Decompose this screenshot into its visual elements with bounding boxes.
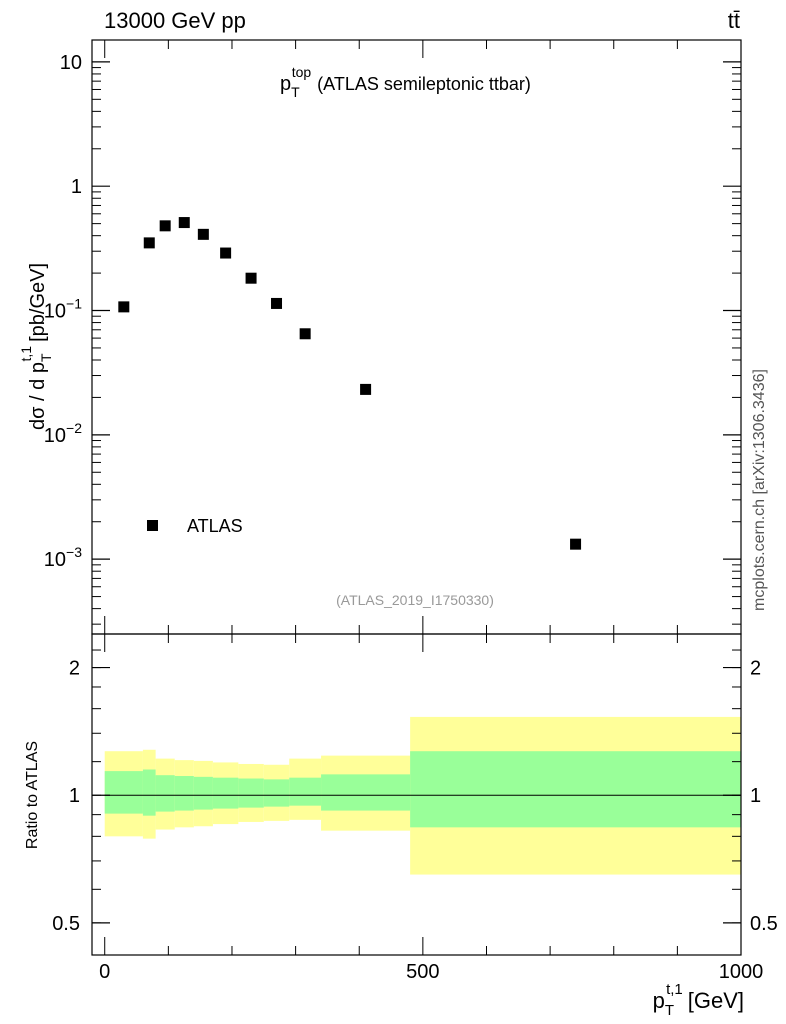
plot-title-main: p — [280, 73, 291, 95]
uncertainty-band-inner — [238, 778, 264, 808]
plot-title-sup: top — [292, 64, 312, 80]
y-tick-label: 10 — [60, 52, 82, 74]
data-point — [143, 237, 155, 249]
uncertainty-band-inner — [142, 769, 156, 816]
y-axis-label-sub: T — [38, 353, 54, 362]
legend-label: ATLAS — [187, 516, 243, 536]
data-point — [197, 228, 209, 240]
ratio-tick-label-left: 0.5 — [52, 913, 80, 935]
uncertainty-band-inner — [104, 771, 143, 814]
analysis-id-label: (ATLAS_2019_I1750330) — [336, 592, 494, 608]
ratio-tick-label-left: 2 — [69, 658, 80, 680]
ratio-panel: 0.5 0.5 1 1 2 2 0 500 1000 Ratio to ATLAS — [24, 633, 778, 983]
ratio-y-axis-label: Ratio to ATLAS — [24, 741, 41, 849]
data-point — [159, 220, 171, 232]
data-point — [178, 217, 190, 229]
data-point — [118, 301, 130, 313]
y-axis-label: dσ / d pTt,1 [pb/GeV] — [18, 263, 54, 430]
x-axis-label: pTt,1 [GeV] — [653, 981, 744, 1019]
x-axis-label-sub: T — [665, 1002, 674, 1019]
process-label: tt̄ — [728, 8, 740, 33]
plot-title-sub: T — [291, 84, 300, 100]
x-axis-label-main: p — [653, 988, 665, 1013]
x-axis-label-sup: t,1 — [666, 981, 683, 998]
data-point — [360, 383, 372, 395]
uncertainty-band-inner — [410, 751, 741, 828]
y-tick-label: 1 — [71, 176, 82, 198]
plot-title-rest: (ATLAS semileptonic ttbar) — [317, 74, 531, 94]
legend-marker — [147, 520, 158, 531]
uncertainty-band-inner — [289, 777, 322, 806]
data-point — [299, 328, 311, 340]
y-tick-label: 10−1 — [44, 296, 82, 323]
ratio-tick-label-right: 1 — [750, 785, 761, 807]
data-point — [271, 297, 283, 309]
data-point — [245, 272, 257, 284]
y-axis-label-unit: [pb/GeV] — [27, 263, 49, 342]
legend: ATLAS — [147, 516, 243, 536]
y-axis-label-main: dσ / d p — [27, 362, 49, 430]
energy-label: 13000 GeV pp — [104, 8, 246, 33]
source-watermark: mcplots.cern.ch [arXiv:1306.3436] — [751, 369, 768, 611]
x-tick-label: 1000 — [719, 961, 764, 983]
uncertainty-band-inner — [212, 777, 239, 809]
data-point — [570, 538, 582, 550]
y-tick-label: 10−3 — [44, 544, 82, 571]
x-tick-label: 500 — [406, 961, 439, 983]
ratio-panel-frame — [91, 633, 742, 956]
ratio-tick-label-right: 2 — [750, 658, 761, 680]
y-axis-label-sup: t,1 — [18, 346, 34, 362]
x-tick-label: 0 — [99, 961, 110, 983]
x-axis-label-unit: [GeV] — [688, 988, 744, 1013]
ratio-tick-label-right: 0.5 — [750, 913, 778, 935]
uncertainty-band-inner — [155, 775, 175, 812]
uncertainty-band-inner — [263, 779, 290, 807]
uncertainty-band-inner — [174, 776, 194, 811]
uncertainty-band-inner — [193, 776, 213, 810]
y-tick-label: 10−2 — [44, 420, 82, 447]
data-point — [220, 247, 232, 259]
plot-title: pTtop (ATLAS semileptonic ttbar) — [280, 64, 531, 100]
uncertainty-band-inner — [321, 774, 411, 811]
ratio-tick-label-left: 1 — [69, 785, 80, 807]
